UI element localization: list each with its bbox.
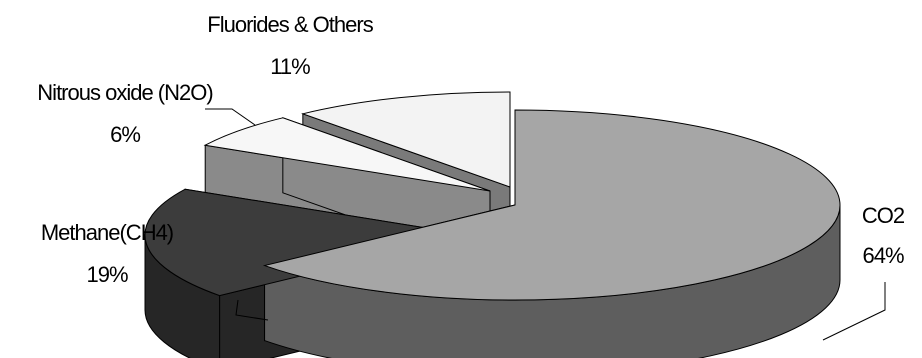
label-co2-name: CO2 xyxy=(862,203,905,228)
slice-co2 xyxy=(262,109,841,301)
label-fluorides-pct: 11% xyxy=(270,54,310,79)
label-ch4-pct: 19% xyxy=(86,262,127,287)
label-n2o-name: Nitrous oxide (N2O) xyxy=(37,80,212,105)
slice-tops-layer xyxy=(144,91,841,301)
leader-lines-layer xyxy=(205,108,886,341)
leader-n2o xyxy=(205,108,256,126)
slice-methane xyxy=(144,188,471,297)
label-fluorides-name: Fluorides & Others xyxy=(207,12,373,37)
leader-co2 xyxy=(822,282,886,341)
leader-ch4 xyxy=(235,299,269,321)
slice-fluorides xyxy=(301,91,511,188)
label-n2o-pct: 6% xyxy=(110,122,140,147)
label-co2-pct: 64% xyxy=(862,243,903,268)
label-ch4-name: Methane(CH4) xyxy=(41,220,173,245)
slice-n2o xyxy=(203,117,491,192)
